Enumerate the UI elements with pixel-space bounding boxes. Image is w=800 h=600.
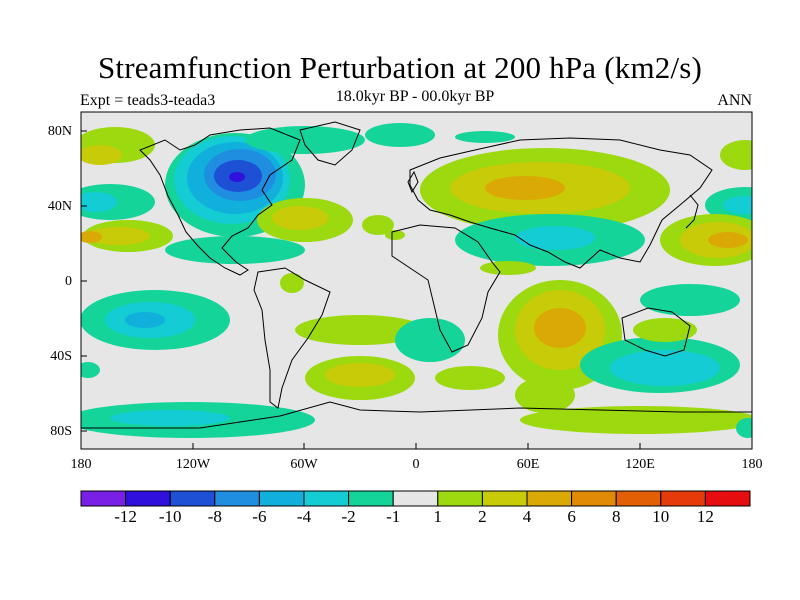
lon-label-120e: 120E: [625, 457, 655, 472]
colorbar-label: 6: [567, 507, 576, 526]
lat-label-40s: 40S: [50, 349, 72, 364]
contour-field: [81, 123, 752, 438]
contour-blob: [720, 140, 752, 170]
coastline-australia: [621, 307, 691, 357]
lon-label-180w: 180: [70, 457, 92, 472]
contour-blob: [534, 308, 586, 348]
colorbar-cell: [80, 490, 127, 507]
contour-blob: [480, 261, 536, 275]
contour-blob: [81, 192, 117, 212]
coastline-japan: [685, 194, 699, 229]
contour-blob: [280, 273, 304, 293]
colorbar-label: -1: [386, 507, 401, 526]
colorbar: [80, 490, 751, 507]
lat-label-40n: 40N: [47, 199, 72, 214]
lon-axis-ticks: [80, 443, 753, 449]
contour-blob: [515, 226, 595, 250]
colorbar-label: 12: [696, 507, 714, 526]
coastlines: [81, 121, 752, 429]
colorbar-label: -8: [207, 507, 222, 526]
colorbar-label: 1: [433, 507, 443, 526]
colorbar-cell: [258, 490, 305, 507]
contour-blob: [385, 230, 405, 240]
coastline-south-america: [253, 267, 331, 409]
lon-label-180e: 180: [741, 457, 763, 472]
map-subtitle: 18.0kyr BP - 00.0kyr BP: [335, 88, 495, 105]
contour-blob: [610, 350, 720, 386]
contour-blob: [245, 126, 365, 154]
coastline-africa: [391, 224, 501, 353]
colorbar-label: -6: [252, 507, 267, 526]
contour-blob: [633, 318, 697, 342]
contour-blob: [325, 363, 395, 387]
colorbar-cell: [348, 490, 394, 507]
colorbar-label: -2: [341, 507, 356, 526]
colorbar-label: -10: [158, 507, 182, 526]
contour-blob: [515, 377, 575, 413]
contour-blob: [640, 284, 740, 316]
contour-blob: [723, 196, 752, 214]
colorbar-cell: [392, 490, 439, 507]
contour-blob: [736, 418, 752, 438]
colorbar-cell: [571, 490, 617, 507]
lat-label-80s: 80S: [50, 424, 72, 439]
lon-label-0: 0: [412, 457, 420, 472]
colorbar-label: 8: [611, 507, 621, 526]
map-title: Streamfunction Perturbation at 200 hPa (…: [97, 50, 703, 85]
colorbar-cell: [437, 490, 483, 507]
coastline-greenland: [299, 121, 361, 166]
contour-blob: [110, 410, 230, 426]
lat-axis-ticks: [81, 130, 87, 432]
experiment-label: Expt = teads3-teada3: [80, 92, 216, 109]
contour-blob: [295, 315, 425, 345]
colorbar-label: 10: [652, 507, 670, 526]
colorbar-cell: [125, 490, 171, 507]
lon-label-120w: 120W: [175, 457, 211, 472]
colorbar-label: 2: [478, 507, 487, 526]
contour-blob: [485, 176, 565, 200]
coastline-uk: [407, 170, 419, 194]
contour-blob: [395, 318, 465, 362]
coastline-north-america: [139, 127, 301, 276]
lat-label-80n: 80N: [47, 124, 72, 139]
colorbar-cell: [481, 490, 528, 507]
contour-blob: [86, 227, 150, 245]
contour-blob: [520, 406, 752, 434]
colorbar-cell: [214, 490, 260, 507]
lon-label-60w: 60W: [290, 457, 318, 472]
colorbar-cell: [303, 490, 350, 507]
contour-blob: [435, 366, 505, 390]
contour-blob: [365, 123, 435, 147]
colorbar-label: -4: [296, 507, 312, 526]
lat-label-0: 0: [65, 274, 72, 289]
contour-blob: [708, 232, 748, 248]
coastline-eurasia: [409, 137, 713, 269]
contour-blob: [81, 231, 102, 243]
lon-label-60e: 60E: [516, 457, 540, 472]
coastline-antarctica: [81, 401, 752, 429]
contour-blob: [362, 215, 394, 235]
contour-blob: [272, 206, 328, 230]
colorbar-label: -12: [114, 507, 137, 526]
colorbar-cell: [169, 490, 216, 507]
contour-blob: [229, 172, 245, 182]
contour-blob: [165, 236, 305, 264]
contour-blob: [125, 312, 165, 328]
contour-blob: [81, 362, 100, 378]
colorbar-cell: [660, 490, 706, 507]
colorbar-cell: [704, 490, 751, 507]
contour-blob: [81, 145, 122, 165]
contour-blob: [455, 131, 515, 143]
colorbar-cell: [615, 490, 662, 507]
season-label: ANN: [717, 92, 752, 109]
colorbar-cell: [526, 490, 573, 507]
colorbar-label: 4: [522, 507, 532, 526]
